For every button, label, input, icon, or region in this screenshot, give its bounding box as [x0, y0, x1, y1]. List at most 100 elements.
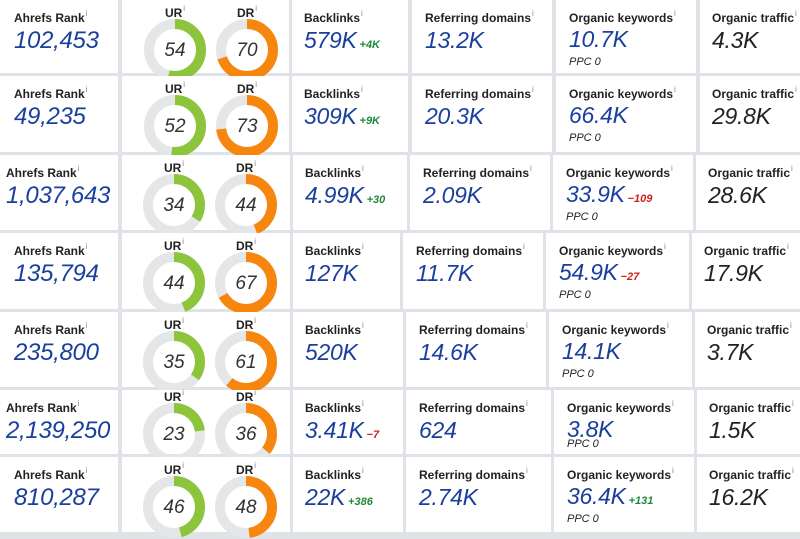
info-icon[interactable]: i: [526, 321, 528, 330]
info-icon[interactable]: i: [182, 388, 185, 397]
backlinks-value[interactable]: 520K: [305, 339, 358, 366]
backlinks-value[interactable]: 3.41K −7: [305, 417, 379, 444]
organic-traffic-value[interactable]: 28.6K: [708, 182, 767, 208]
organic-traffic-value[interactable]: 29.8K: [712, 103, 771, 129]
info-icon[interactable]: i: [362, 242, 364, 251]
referring-domains-value[interactable]: 20.3K: [425, 103, 484, 129]
info-icon[interactable]: i: [183, 80, 186, 89]
dr-gauge: DRi 73: [215, 80, 279, 158]
referring-domains-value[interactable]: 2.09K: [423, 182, 482, 208]
info-icon[interactable]: i: [254, 159, 257, 168]
info-icon[interactable]: i: [85, 9, 88, 18]
rank-value[interactable]: 810,287: [14, 484, 99, 511]
info-icon[interactable]: i: [254, 388, 257, 397]
info-icon[interactable]: i: [672, 466, 674, 475]
referring-domains-value[interactable]: 13.2K: [425, 27, 484, 53]
rank-value[interactable]: 102,453: [14, 27, 99, 54]
organic-traffic-label: Organic traffici: [707, 321, 792, 337]
ur-ring-fill: [144, 95, 206, 157]
info-icon[interactable]: i: [792, 466, 794, 475]
info-icon[interactable]: i: [182, 461, 185, 470]
organic-keywords-value[interactable]: 33.9K −109: [566, 181, 652, 208]
info-icon[interactable]: i: [362, 321, 364, 330]
ur-ring: [144, 95, 206, 157]
info-icon[interactable]: i: [792, 399, 794, 408]
info-icon[interactable]: i: [790, 321, 792, 330]
info-icon[interactable]: i: [667, 321, 669, 330]
info-icon[interactable]: i: [362, 399, 364, 408]
info-icon[interactable]: i: [362, 466, 364, 475]
info-icon[interactable]: i: [530, 164, 532, 173]
info-icon[interactable]: i: [671, 164, 673, 173]
referring-domains-label: Referring domainsi: [425, 9, 534, 25]
info-icon[interactable]: i: [672, 399, 674, 408]
referring-domains-value[interactable]: 624: [419, 417, 457, 443]
info-icon[interactable]: i: [532, 85, 534, 94]
info-icon[interactable]: i: [674, 9, 676, 18]
backlinks-value[interactable]: 309K +9K: [304, 103, 380, 130]
backlinks-cell: Backlinksi 4.99K +30: [293, 155, 407, 230]
info-icon[interactable]: i: [254, 316, 257, 325]
referring-domains-value[interactable]: 11.7K: [416, 260, 473, 286]
organic-keywords-cell: Organic keywordsi 10.7K PPC 0: [556, 0, 696, 73]
info-icon[interactable]: i: [795, 85, 797, 94]
info-icon[interactable]: i: [795, 9, 797, 18]
info-icon[interactable]: i: [532, 9, 534, 18]
rank-value[interactable]: 1,037,643: [6, 182, 111, 209]
referring-domains-label-text: Referring domains: [419, 323, 526, 337]
referring-domains-value[interactable]: 2.74K: [419, 484, 478, 510]
organic-keywords-value[interactable]: 3.8K: [567, 416, 613, 443]
info-icon[interactable]: i: [526, 399, 528, 408]
backlinks-value[interactable]: 579K +4K: [304, 27, 380, 54]
info-icon[interactable]: i: [526, 466, 528, 475]
rank-value[interactable]: 49,235: [14, 103, 86, 130]
organic-keywords-value[interactable]: 14.1K: [562, 338, 621, 365]
info-icon[interactable]: i: [255, 80, 258, 89]
backlinks-value[interactable]: 22K +386: [305, 484, 373, 511]
backlinks-value[interactable]: 127K: [305, 260, 358, 287]
referring-domains-value[interactable]: 14.6K: [419, 339, 478, 365]
dr-value: 61: [235, 352, 257, 373]
info-icon[interactable]: i: [674, 85, 676, 94]
info-icon[interactable]: i: [183, 4, 186, 13]
info-icon[interactable]: i: [85, 85, 88, 94]
organic-keywords-value[interactable]: 36.4K +131: [567, 483, 653, 510]
info-icon[interactable]: i: [85, 466, 88, 475]
info-icon[interactable]: i: [361, 9, 363, 18]
backlinks-value[interactable]: 4.99K +30: [305, 182, 385, 209]
organic-traffic-value[interactable]: 17.9K: [704, 260, 763, 286]
organic-traffic-value[interactable]: 4.3K: [712, 27, 759, 53]
info-icon[interactable]: i: [523, 242, 525, 251]
ur-label-text: UR: [163, 318, 182, 332]
rank-label: Ahrefs Ranki: [6, 164, 79, 180]
info-icon[interactable]: i: [85, 242, 88, 251]
info-icon[interactable]: i: [182, 159, 185, 168]
organic-traffic-label: Organic traffici: [709, 399, 794, 415]
organic-keywords-value[interactable]: 66.4K: [569, 102, 628, 129]
organic-keywords-value[interactable]: 54.9K −27: [559, 259, 639, 286]
info-icon[interactable]: i: [361, 85, 363, 94]
referring-domains-cell: Referring domainsi 2.74K: [406, 457, 551, 532]
info-icon[interactable]: i: [254, 461, 257, 470]
info-icon[interactable]: i: [77, 399, 80, 408]
info-icon[interactable]: i: [787, 242, 789, 251]
info-icon[interactable]: i: [77, 164, 80, 173]
organic-traffic-value[interactable]: 3.7K: [707, 339, 754, 365]
backlinks-delta: −7: [366, 429, 380, 441]
rank-value[interactable]: 235,800: [14, 339, 99, 366]
rank-value[interactable]: 135,794: [14, 260, 99, 287]
info-icon[interactable]: i: [85, 321, 88, 330]
info-icon[interactable]: i: [362, 164, 364, 173]
info-icon[interactable]: i: [664, 242, 666, 251]
organic-traffic-value[interactable]: 1.5K: [709, 417, 756, 443]
info-icon[interactable]: i: [255, 4, 258, 13]
organic-keywords-value[interactable]: 10.7K: [569, 26, 628, 53]
ur-gauge: URi 34: [142, 159, 206, 237]
info-icon[interactable]: i: [182, 237, 185, 246]
info-icon[interactable]: i: [182, 316, 185, 325]
rank-value[interactable]: 2,139,250: [6, 417, 111, 444]
info-icon[interactable]: i: [791, 164, 793, 173]
ur-label: URi: [142, 316, 206, 332]
organic-traffic-value[interactable]: 16.2K: [709, 484, 768, 510]
info-icon[interactable]: i: [254, 237, 257, 246]
